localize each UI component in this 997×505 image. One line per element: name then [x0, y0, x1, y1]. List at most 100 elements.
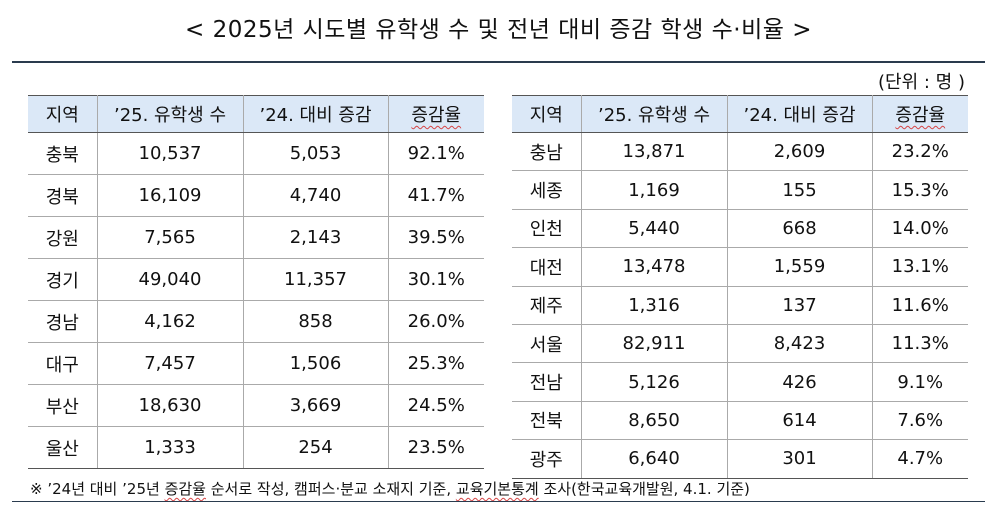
cell-change-2024: 2,143: [242, 216, 389, 259]
cell-students-2025: 5,126: [580, 362, 728, 402]
header-rate: 증감율: [387, 95, 484, 133]
cell-region: 경기: [28, 258, 98, 301]
cell-region: 경북: [28, 174, 98, 217]
footnote-part: 교육기본통계: [455, 480, 539, 498]
cell-rate: 24.5%: [387, 384, 484, 427]
cell-region: 강원: [28, 216, 98, 259]
header-rate-label: 증감율: [895, 105, 946, 126]
cell-rate: 9.1%: [871, 362, 968, 402]
cell-students-2025: 1,169: [580, 170, 728, 210]
unit-label: (단위 : 명 ): [878, 72, 965, 93]
header-change-2024: ’24. 대비 증감: [726, 95, 873, 133]
cell-region: 울산: [28, 426, 98, 469]
page-title: < 2025년 시도별 유학생 수 및 전년 대비 증감 학생 수·비율 >: [184, 17, 812, 43]
cell-change-2024: 3,669: [242, 384, 389, 427]
cell-students-2025: 6,640: [580, 439, 728, 479]
cell-students-2025: 49,040: [96, 258, 244, 301]
cell-rate: 39.5%: [387, 216, 484, 259]
table-row: 전남 5,126 426 9.1%: [512, 362, 968, 402]
header-rate: 증감율: [871, 95, 968, 133]
cell-students-2025: 1,316: [580, 285, 728, 325]
table-row: 대전 13,478 1,559 13.1%: [512, 247, 968, 287]
cell-students-2025: 5,440: [580, 208, 728, 249]
table-row: 서울 82,911 8,423 11.3%: [512, 323, 968, 364]
cell-change-2024: 2,609: [726, 131, 873, 172]
footnote-part: ※ ’24년 대비 ’25년: [30, 480, 165, 498]
table-row: 충남 13,871 2,609 23.2%: [512, 131, 968, 172]
cell-rate: 7.6%: [871, 400, 968, 441]
cell-change-2024: 1,559: [726, 247, 873, 287]
table-row: 부산 18,630 3,669 24.5%: [28, 384, 484, 427]
cell-region: 서울: [512, 323, 582, 364]
right-table: 지역 ’25. 유학생 수 ’24. 대비 증감 증감율 충남 13,871 2,6…: [512, 95, 968, 479]
cell-change-2024: 5,053: [242, 132, 389, 175]
cell-region: 부산: [28, 384, 98, 427]
cell-change-2024: 614: [726, 400, 873, 441]
header-students-2025: ’25. 유학생 수: [580, 95, 728, 133]
cell-rate: 13.1%: [871, 247, 968, 287]
footnote-part: 증감율: [164, 480, 206, 498]
table-row: 전북 8,650 614 7.6%: [512, 400, 968, 441]
cell-students-2025: 1,333: [96, 426, 244, 469]
cell-rate: 11.6%: [871, 285, 968, 325]
cell-students-2025: 16,109: [96, 174, 244, 217]
top-divider: [12, 61, 985, 63]
table-row: 경남 4,162 858 26.0%: [28, 300, 484, 343]
table-row: 울산 1,333 254 23.5%: [28, 426, 484, 469]
cell-region: 대구: [28, 342, 98, 385]
cell-change-2024: 254: [242, 426, 389, 469]
cell-region: 경남: [28, 300, 98, 343]
table-header-row: 지역 ’25. 유학생 수 ’24. 대비 증감 증감율: [512, 95, 968, 133]
footnote-part: 조사(한국교육개발원, 4.1. 기준): [538, 480, 750, 498]
table-row: 광주 6,640 301 4.7%: [512, 439, 968, 479]
cell-students-2025: 4,162: [96, 300, 244, 343]
cell-students-2025: 8,650: [580, 400, 728, 441]
cell-change-2024: 301: [726, 439, 873, 479]
bottom-divider: [12, 501, 985, 502]
cell-change-2024: 1,506: [242, 342, 389, 385]
cell-region: 인천: [512, 208, 582, 249]
cell-region: 대전: [512, 247, 582, 287]
cell-region: 전북: [512, 400, 582, 441]
cell-region: 전남: [512, 362, 582, 402]
cell-region: 제주: [512, 285, 582, 325]
footnote: ※ ’24년 대비 ’25년 증감율 순서로 작성, 캠퍼스·분교 소재지 기준…: [30, 478, 750, 499]
cell-rate: 11.3%: [871, 323, 968, 364]
cell-rate: 26.0%: [387, 300, 484, 343]
table-row: 충북 10,537 5,053 92.1%: [28, 132, 484, 175]
cell-change-2024: 11,357: [242, 258, 389, 301]
cell-change-2024: 668: [726, 208, 873, 249]
table-header-row: 지역 ’25. 유학생 수 ’24. 대비 증감 증감율: [28, 95, 484, 133]
cell-change-2024: 155: [726, 170, 873, 210]
table-row: 경기 49,040 11,357 30.1%: [28, 258, 484, 301]
cell-rate: 23.5%: [387, 426, 484, 469]
header-change-2024: ’24. 대비 증감: [242, 95, 389, 133]
cell-region: 세종: [512, 170, 582, 210]
cell-change-2024: 8,423: [726, 323, 873, 364]
cell-students-2025: 82,911: [580, 323, 728, 364]
cell-rate: 41.7%: [387, 174, 484, 217]
cell-rate: 92.1%: [387, 132, 484, 175]
header-region: 지역: [28, 95, 98, 133]
cell-rate: 25.3%: [387, 342, 484, 385]
table-row: 세종 1,169 155 15.3%: [512, 170, 968, 210]
cell-students-2025: 7,457: [96, 342, 244, 385]
cell-region: 충북: [28, 132, 98, 175]
table-row: 대구 7,457 1,506 25.3%: [28, 342, 484, 385]
cell-region: 광주: [512, 439, 582, 479]
table-row: 제주 1,316 137 11.6%: [512, 285, 968, 325]
table-row: 경북 16,109 4,740 41.7%: [28, 174, 484, 217]
cell-change-2024: 858: [242, 300, 389, 343]
cell-students-2025: 13,478: [580, 247, 728, 287]
header-students-2025: ’25. 유학생 수: [96, 95, 244, 133]
table-row: 인천 5,440 668 14.0%: [512, 208, 968, 249]
cell-region: 충남: [512, 131, 582, 172]
header-rate-label: 증감율: [411, 105, 462, 126]
cell-rate: 4.7%: [871, 439, 968, 479]
cell-students-2025: 13,871: [580, 131, 728, 172]
footnote-part: 순서로 작성, 캠퍼스·분교 소재지 기준,: [205, 480, 456, 498]
cell-students-2025: 10,537: [96, 132, 244, 175]
cell-change-2024: 426: [726, 362, 873, 402]
cell-students-2025: 7,565: [96, 216, 244, 259]
cell-change-2024: 137: [726, 285, 873, 325]
